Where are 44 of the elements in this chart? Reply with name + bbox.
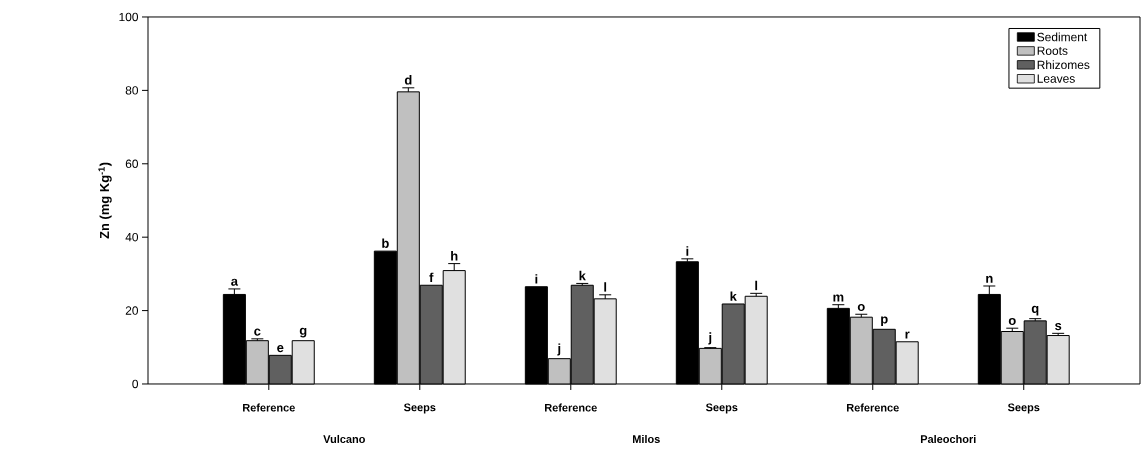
data-label: k	[730, 291, 737, 301]
data-label: n	[986, 275, 993, 283]
legend-label: Sediment	[1037, 32, 1088, 42]
y-tick-label: 20	[125, 306, 139, 315]
data-label: f	[429, 272, 434, 283]
text: Paleochori	[920, 434, 976, 444]
data-label: j	[557, 343, 561, 356]
legend-label: Leaves	[1037, 74, 1075, 83]
data-label: g	[299, 327, 307, 338]
data-label: o	[857, 303, 865, 312]
data-label: o	[1008, 317, 1016, 325]
y-tick-label: 80	[125, 86, 139, 95]
x-tick-label: Seeps	[1007, 403, 1040, 414]
data-label: i	[535, 274, 538, 284]
x-tick-label: Seeps	[403, 403, 436, 414]
data-label: i	[686, 246, 689, 256]
data-label: j	[708, 332, 712, 345]
data-label: q	[1031, 305, 1039, 316]
y-tick-label: 100	[119, 12, 139, 22]
data-label: p	[881, 316, 888, 327]
data-label: s	[1055, 323, 1062, 331]
legend-label: Rhizomes	[1037, 60, 1090, 70]
legend-label: Roots	[1037, 46, 1068, 55]
y-tick-label: 0	[132, 379, 139, 389]
data-label: c	[254, 328, 261, 336]
x-tick-label: Reference	[243, 403, 295, 412]
data-label: m	[833, 294, 844, 302]
x-tick-label: Reference	[545, 403, 597, 412]
data-label: a	[231, 278, 239, 286]
y-tick-label: 40	[125, 232, 139, 242]
data-label: l	[755, 280, 758, 291]
x-tick-label: Seeps	[705, 403, 738, 414]
data-label: d	[404, 75, 412, 85]
data-label: e	[277, 345, 284, 353]
data-label: h	[451, 251, 458, 261]
data-label: r	[905, 331, 910, 339]
x-tick-label: Reference	[846, 403, 899, 412]
data-label: k	[579, 270, 586, 281]
y-tick-label: 60	[125, 159, 139, 169]
data-label: b	[382, 238, 389, 248]
text: Milos	[633, 434, 660, 444]
text: Vulcano	[323, 434, 365, 444]
data-label: l	[604, 282, 607, 292]
y-axis-title: Zn (mg Kg$^{-1}$)	[98, 162, 112, 239]
